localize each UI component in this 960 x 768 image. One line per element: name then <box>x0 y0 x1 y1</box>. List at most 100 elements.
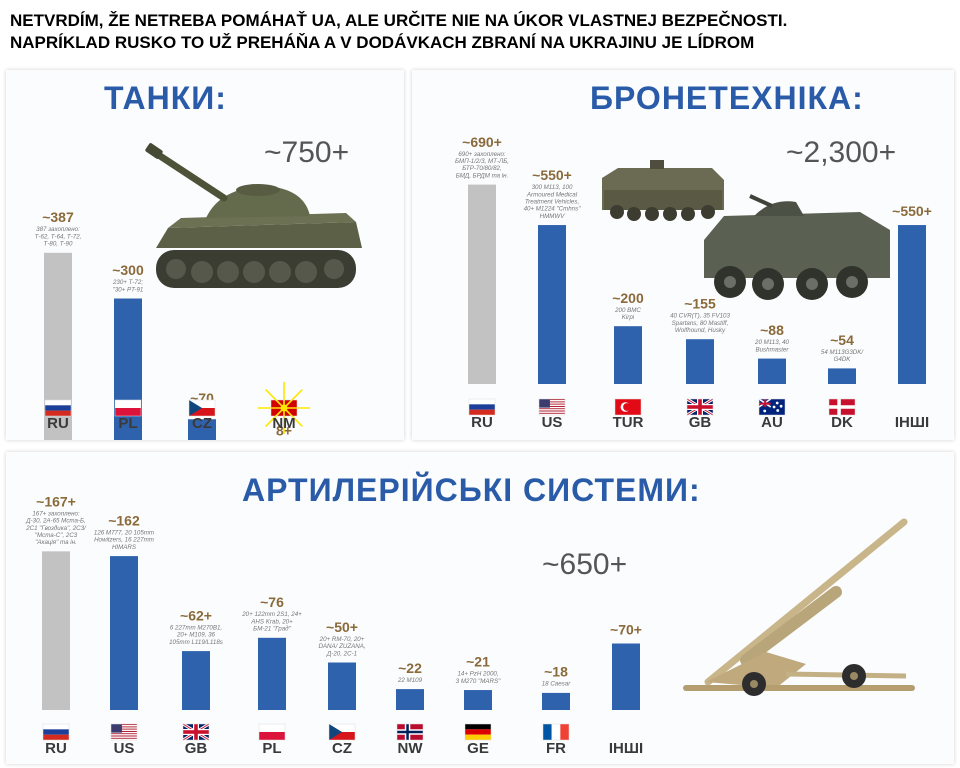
armor-note-au-0: 20 M113, 40 <box>754 339 789 346</box>
tanks-note-ru-1: Т-62, Т-64, Т-72, <box>35 233 82 240</box>
flag-russia-icon <box>44 399 72 417</box>
artillery-bar-nw <box>396 689 424 710</box>
artillery-bar-cz <box>328 662 356 710</box>
armor-note-us-3: 40+ M1224 "Cmhns" <box>524 206 582 213</box>
artillery-note-gb-1: 20+ M109, 36 <box>176 632 216 639</box>
artillery-value-label-cz: ~50+ <box>326 619 358 635</box>
artillery-title: АРТИЛЕРІЙСЬКІ СИСТЕМИ: <box>242 472 701 508</box>
tanks-chart: 387 захоплено:Т-62, Т-64, Т-72,Т-80, Т-9… <box>35 143 362 440</box>
flag-russia-icon <box>468 398 496 416</box>
flag-usa-icon <box>538 398 566 416</box>
tanks-category-0: RU <box>47 415 69 432</box>
artillery-category-0: RU <box>45 740 67 757</box>
artillery-bar-fr <box>542 692 570 710</box>
howitzer-illustration <box>683 518 915 696</box>
tanks-bar-pl <box>114 298 142 440</box>
flag-poland-icon <box>258 723 286 741</box>
artillery-note-ge-1: 3 M270 "MARS" <box>456 678 501 685</box>
armor-bar-ru <box>468 184 496 384</box>
artillery-note-pl-2: БМ-21 "Град" <box>253 626 291 633</box>
artillery-note-us-0: 126 M777, 20 105mm <box>94 530 154 537</box>
tanks-bar-cz <box>188 419 216 440</box>
tanks-category-1: PL <box>118 415 137 432</box>
armor-value-label-us: ~550+ <box>532 167 572 183</box>
flag-france-icon <box>542 723 570 741</box>
tank-illustration <box>145 143 362 288</box>
artillery-note-us-1: Howitzers, 16 227mm <box>94 537 154 544</box>
armor-panel: БРОНЕТЕХНІКА: ~2,300+ 690+ захоплено: БМП… <box>412 70 954 440</box>
caption: NETVRDÍM, ŽE NETREBA POMÁHAŤ UA, ALE URČ… <box>10 10 950 54</box>
armor-note-au-1: Bushmaster <box>755 346 789 353</box>
armor-chart: 690+ захоплено:БМП-1/2/3, МТ-ЛБ,БТР-70/8… <box>455 134 932 431</box>
armor-note-us-4: HMMWV <box>540 213 566 220</box>
tanks-panel: ТАНКИ: ~750+ 387 захоплено: Т-62, Т-64, Т… <box>6 70 404 440</box>
armor-note-gb-0: 40 CVR(T), 35 FV103 <box>670 313 730 320</box>
artillery-note-ge-0: 14+ PzH 2000, <box>457 671 498 678</box>
artillery-note-ru-2: 2С1 "Гвоздика", 2С3/ <box>25 525 87 532</box>
artillery-bar-ru <box>42 551 70 710</box>
flag-czechia-icon <box>328 723 356 741</box>
artillery-category-2: GB <box>185 740 208 757</box>
artillery-category-8: ІНШІ <box>609 740 643 757</box>
armor-bar-інші <box>898 225 926 384</box>
artillery-note-ru-4: "Акація" та ін. <box>35 539 77 546</box>
armor-note-us-2: Treatment Vehicles, <box>525 198 579 205</box>
caption-line-2: NAPRÍKLAD RUSKO TO UŽ PREHÁŇA A V DODÁVK… <box>10 33 755 52</box>
artillery-note-nw-0: 22 M109 <box>397 677 423 684</box>
flag-uk-icon <box>182 722 210 742</box>
armor-bar-au <box>758 358 786 384</box>
flag-norway-icon <box>396 723 424 741</box>
armor-note-ru-0: 690+ захоплено: <box>458 151 506 158</box>
artillery-note-cz-1: DANA/ ZUZANA, <box>318 643 365 650</box>
tanks-category-2: CZ <box>192 415 212 432</box>
artillery-note-fr-0: 18 Caesar <box>542 681 571 688</box>
armor-note-dk-0: 54 M113G3DK/ <box>821 349 864 356</box>
armor-bar-us <box>538 225 566 384</box>
artillery-note-gb-2: 105mm L119/L118s <box>169 639 223 646</box>
armor-category-1: US <box>542 414 563 431</box>
artillery-note-ru-1: Д-30, 2А-65 Мста-Б, <box>25 518 86 525</box>
artillery-value-label-ru: ~167+ <box>36 493 76 509</box>
armor-note-tur-0: 200 BMC <box>614 307 641 314</box>
tanks-note-pl-0: 230+ Т-72; <box>112 279 143 286</box>
armor-total: ~2,300+ <box>786 136 897 169</box>
artillery-bar-us <box>110 556 138 710</box>
artillery-category-7: FR <box>546 740 566 757</box>
flag-denmark-icon <box>828 398 856 416</box>
tanks-category-3: NM <box>272 415 295 432</box>
artillery-note-pl-1: AHS Krab, 20+ <box>250 618 293 625</box>
armor-category-0: RU <box>471 414 493 431</box>
flag-turkey-icon <box>614 398 642 416</box>
artillery-bar-ge <box>464 690 492 710</box>
artillery-value-label-fr: ~18 <box>544 664 568 680</box>
artillery-note-cz-0: 20+ RM-70, 20+ <box>319 636 365 643</box>
armor-value-label-au: ~88 <box>760 322 784 338</box>
armor-note-gb-1: Spartans, 80 Mastiff, <box>672 320 729 327</box>
artillery-value-label-ge: ~21 <box>466 654 490 670</box>
armor-value-label-dk: ~54 <box>830 332 854 348</box>
artillery-value-label-інші: ~70+ <box>610 622 642 638</box>
artillery-category-4: CZ <box>332 740 352 757</box>
armor-note-ru-1: БМП-1/2/3, МТ-ЛБ, <box>455 158 509 165</box>
tanks-note-pl-1: "30+ PT-91 <box>113 286 144 293</box>
armor-category-3: GB <box>689 414 712 431</box>
artillery-value-label-nw: ~22 <box>398 660 422 676</box>
armor-note-gb-2: Wolfhound, Husky <box>675 327 726 334</box>
artillery-value-label-us: ~162 <box>108 513 140 529</box>
armor-note-us-1: Armoured Medical <box>526 191 578 198</box>
armor-bar-tur <box>614 326 642 384</box>
armor-category-6: ІНШІ <box>895 414 929 431</box>
artillery-total: ~650+ <box>542 548 628 581</box>
tanks-total: ~750+ <box>264 136 350 169</box>
tanks-note-ru-2: Т-80, Т-90 <box>44 241 73 248</box>
flag-poland-icon <box>114 399 142 417</box>
artillery-bar-pl <box>258 637 286 710</box>
apc-illustration <box>602 160 724 221</box>
flag-czechia-icon <box>188 399 216 417</box>
armor-category-4: AU <box>761 414 783 431</box>
armor-value-label-gb: ~155 <box>684 296 716 312</box>
flag-usa-icon <box>110 723 138 741</box>
tanks-value-label-ru: ~387 <box>42 209 74 225</box>
artillery-note-cz-2: Д-20, 2С-1 <box>326 650 357 657</box>
armor-note-ru-2: БТР-70/80/82, <box>462 165 501 172</box>
